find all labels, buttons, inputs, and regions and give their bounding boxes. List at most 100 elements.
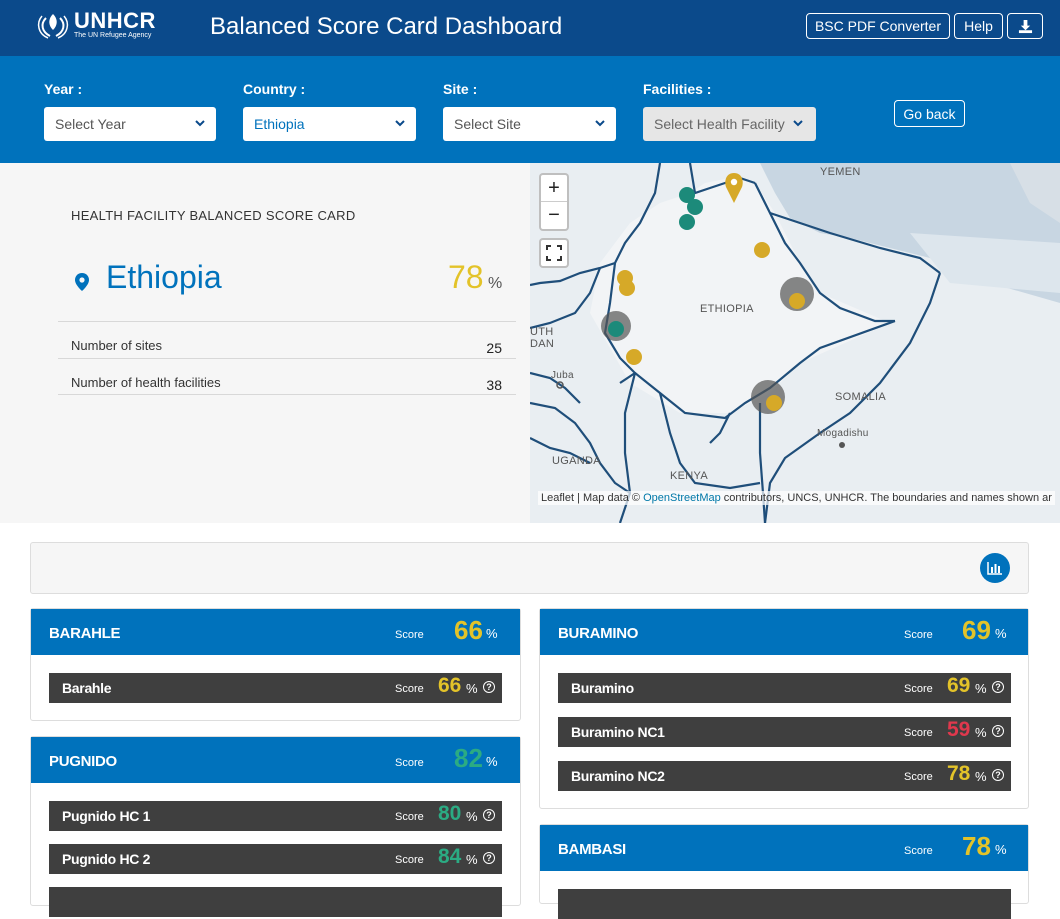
- unhcr-logo[interactable]: UNHCR The UN Refugee Agency: [36, 10, 156, 40]
- go-back-button[interactable]: Go back: [894, 100, 965, 127]
- help-icon[interactable]: ?: [992, 725, 1004, 737]
- map-label-somalia: SOMALIA: [835, 391, 887, 403]
- help-button[interactable]: Help: [954, 13, 1003, 39]
- location-pin-icon: [75, 273, 89, 291]
- facility-row[interactable]: [49, 887, 502, 917]
- map-label-mogadishu: Mogadishu: [817, 428, 869, 439]
- score-label: Score: [395, 683, 424, 695]
- country-score-percent: %: [488, 275, 503, 292]
- facility-score: 59: [947, 718, 971, 741]
- facility-name: Pugnido HC 1: [62, 808, 151, 824]
- facility-score: 84: [438, 845, 462, 868]
- map-label-south-sudan: UTH: [530, 326, 554, 338]
- site-card-header[interactable]: BAMBASI Score 78 %: [540, 825, 1028, 871]
- teal-markers: [601, 187, 703, 341]
- country-name: Ethiopia: [106, 259, 222, 295]
- score-label: Score: [395, 629, 424, 641]
- facility-name: Pugnido HC 2: [62, 851, 151, 867]
- map-label-uganda: UGANDA: [552, 455, 601, 467]
- year-select-value: Select Year: [55, 116, 126, 132]
- zoom-in-button[interactable]: +: [541, 175, 567, 202]
- filter-bar: Year : Select Year Country : Ethiopia Si…: [0, 56, 1060, 163]
- year-label: Year :: [44, 81, 83, 97]
- site-score: 82: [454, 743, 483, 773]
- score-percent: %: [486, 626, 498, 641]
- unhcr-emblem-icon: [37, 14, 69, 39]
- site-card-buramino: BURAMINO Score 69 % Buramino Score 69 % …: [539, 608, 1029, 809]
- attribution-prefix: Leaflet | Map data ©: [541, 492, 644, 504]
- score-label: Score: [904, 629, 933, 641]
- top-bar: UNHCR The UN Refugee Agency Balanced Sco…: [0, 0, 1060, 56]
- facilities-select-value: Select Health Facility: [654, 116, 785, 132]
- map-panel[interactable]: + − YEMEN ETHIOPIA SOMALIA UTH DAN Juba …: [530, 163, 1060, 523]
- bsc-pdf-converter-button[interactable]: BSC PDF Converter: [806, 13, 950, 39]
- score-label: Score: [395, 757, 424, 769]
- map-label-kenya: KENYA: [670, 470, 708, 482]
- chart-view-button[interactable]: [980, 553, 1010, 583]
- site-score: 69: [962, 615, 991, 645]
- facilities-label: Facilities :: [643, 81, 712, 97]
- map-label-yemen: YEMEN: [820, 166, 861, 178]
- site-name: PUGNIDO: [49, 753, 117, 770]
- score-label: Score: [904, 771, 933, 783]
- map-base-layer: [530, 163, 1060, 523]
- download-button[interactable]: [1007, 13, 1043, 39]
- facility-row[interactable]: Buramino NC1 Score 59 % ?: [558, 717, 1011, 747]
- zoom-control: + −: [539, 173, 569, 231]
- facility-row[interactable]: Pugnido HC 1 Score 80 % ?: [49, 801, 502, 831]
- facility-name: Buramino: [571, 680, 634, 696]
- facility-score: 69: [947, 674, 971, 697]
- site-name: BURAMINO: [558, 625, 639, 642]
- facility-row[interactable]: Buramino Score 69 % ?: [558, 673, 1011, 703]
- results-toolbar: [30, 542, 1029, 594]
- attribution-suffix: contributors, UNCS, UNHCR. The boundarie…: [720, 492, 1052, 504]
- summary-row-sites: Number of sites 25: [58, 321, 516, 358]
- fullscreen-button[interactable]: [539, 238, 569, 268]
- site-select[interactable]: Select Site: [443, 107, 616, 141]
- score-label: Score: [395, 811, 424, 823]
- map-label-south-sudan: DAN: [530, 338, 555, 350]
- facility-row[interactable]: Barahle Score 66 % ?: [49, 673, 502, 703]
- score-percent: %: [975, 725, 987, 740]
- openstreetmap-link[interactable]: OpenStreetMap: [643, 492, 721, 504]
- country-select[interactable]: Ethiopia: [243, 107, 416, 141]
- help-icon[interactable]: ?: [992, 681, 1004, 693]
- score-percent: %: [995, 842, 1007, 857]
- help-icon[interactable]: ?: [483, 681, 495, 693]
- chevron-down-icon: [793, 120, 803, 127]
- site-card-bambasi: BAMBASI Score 78 %: [539, 824, 1029, 919]
- chevron-down-icon: [595, 120, 605, 127]
- download-icon: [1018, 19, 1032, 33]
- help-icon[interactable]: ?: [483, 809, 495, 821]
- score-percent: %: [466, 809, 478, 824]
- site-card-header[interactable]: BARAHLE Score 66 %: [31, 609, 520, 655]
- page-title: Balanced Score Card Dashboard: [210, 13, 563, 40]
- country-score: 78: [448, 259, 484, 295]
- facility-score: 66: [438, 674, 462, 697]
- summary-title: HEALTH FACILITY BALANCED SCORE CARD: [71, 208, 356, 223]
- site-name: BARAHLE: [49, 625, 121, 642]
- bar-chart-icon: [987, 562, 1002, 575]
- summary-row-value: 25: [486, 340, 502, 356]
- year-select[interactable]: Select Year: [44, 107, 216, 141]
- score-percent: %: [975, 769, 987, 784]
- facilities-select[interactable]: Select Health Facility: [643, 107, 816, 141]
- site-card-header[interactable]: BURAMINO Score 69 %: [540, 609, 1028, 655]
- help-icon[interactable]: ?: [483, 852, 495, 864]
- country-select-value: Ethiopia: [254, 116, 305, 132]
- summary-row-label: Number of health facilities: [71, 375, 221, 390]
- score-label: Score: [904, 683, 933, 695]
- help-icon[interactable]: ?: [992, 769, 1004, 781]
- facility-row[interactable]: Buramino NC2 Score 78 % ?: [558, 761, 1011, 791]
- site-card-barahle: BARAHLE Score 66 % Barahle Score 66 % ?: [30, 608, 521, 721]
- facility-row[interactable]: [558, 889, 1011, 919]
- score-label: Score: [395, 854, 424, 866]
- score-percent: %: [975, 681, 987, 696]
- facility-row[interactable]: Pugnido HC 2 Score 84 % ?: [49, 844, 502, 874]
- site-card-header[interactable]: PUGNIDO Score 82 %: [31, 737, 520, 783]
- site-label: Site :: [443, 81, 478, 97]
- score-label: Score: [904, 727, 933, 739]
- zoom-out-button[interactable]: −: [548, 204, 560, 226]
- fullscreen-icon: [546, 245, 562, 261]
- map-label-juba: Juba: [551, 370, 574, 381]
